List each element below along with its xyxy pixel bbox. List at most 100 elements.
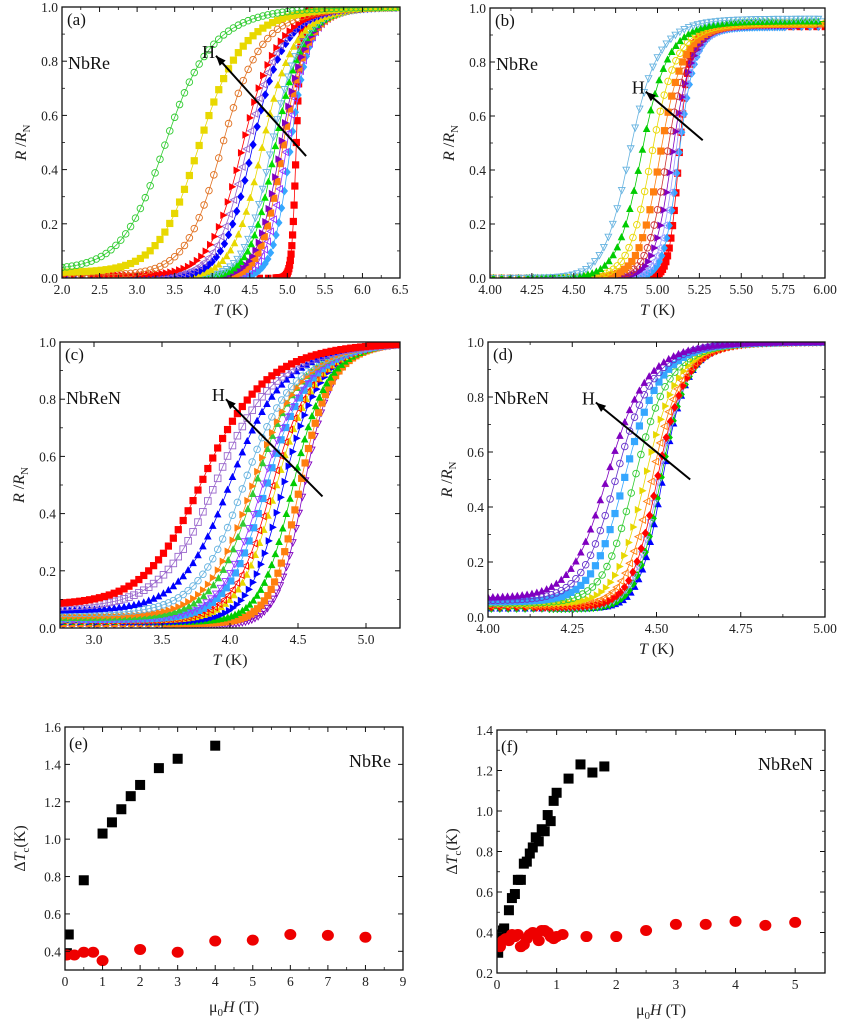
data-point — [629, 233, 637, 242]
data-point — [631, 124, 640, 133]
y-tick-label: 0.6 — [476, 885, 493, 900]
data-point — [669, 352, 678, 360]
field-arrow-icon — [215, 55, 226, 66]
data-point — [606, 462, 614, 471]
y-tick-label: 1.0 — [41, 0, 58, 15]
data-point — [263, 387, 271, 395]
series-H9 — [62, 7, 400, 278]
data-point — [651, 404, 660, 412]
data-point — [651, 251, 660, 260]
data-point — [241, 591, 249, 600]
field-arrow-line — [595, 401, 691, 481]
data-point — [106, 817, 117, 828]
data-point — [247, 226, 256, 234]
data-point — [277, 424, 287, 433]
data-point — [271, 141, 280, 150]
data-point — [259, 453, 267, 462]
data-point — [489, 592, 497, 601]
data-point — [281, 58, 290, 67]
data-point — [666, 416, 675, 426]
data-point — [642, 221, 650, 229]
series-line — [62, 7, 400, 278]
data-point — [301, 459, 309, 467]
data-point — [527, 842, 538, 853]
data-point — [246, 126, 255, 135]
data-point — [262, 169, 271, 177]
data-point — [102, 249, 110, 258]
data-point — [254, 161, 262, 169]
data-point — [294, 490, 302, 498]
data-point — [248, 458, 256, 466]
data-point — [295, 62, 303, 71]
data-point — [657, 233, 666, 242]
data-point — [214, 260, 223, 268]
data-point — [253, 591, 261, 599]
data-point — [285, 78, 294, 86]
data-point — [668, 92, 676, 100]
data-point — [200, 126, 208, 134]
data-point — [515, 874, 526, 885]
panel-label: (a) — [67, 10, 86, 29]
x-tick-label: 6.0 — [354, 282, 371, 297]
sample-label: NbReN — [494, 388, 549, 408]
data-point — [135, 575, 143, 584]
data-point — [228, 441, 237, 450]
chart-panel-e: 0 1 2 3 4 5 6 7 8 9 0.4 0.6 0.8 1.0 1.2 1.4 1.6 (e) NbRe μ0… — [12, 720, 407, 1019]
data-point — [68, 262, 76, 270]
data-point — [524, 848, 535, 859]
data-point — [542, 810, 553, 821]
data-point — [134, 943, 147, 955]
data-point — [666, 168, 674, 177]
data-point — [199, 475, 207, 483]
data-point — [220, 211, 228, 220]
data-point — [204, 580, 213, 589]
data-point — [669, 918, 682, 930]
data-point — [639, 234, 647, 242]
data-point — [174, 526, 182, 534]
data-point — [233, 498, 242, 507]
data-point — [287, 110, 295, 119]
data-point — [229, 604, 238, 612]
data-point — [648, 251, 656, 260]
data-point — [708, 342, 717, 349]
data-point — [221, 609, 230, 617]
data-point — [581, 561, 590, 569]
data-point — [796, 15, 805, 24]
data-point — [624, 262, 632, 270]
data-point — [601, 540, 609, 548]
data-point — [233, 180, 242, 189]
data-point — [720, 17, 729, 26]
data-point — [222, 266, 231, 274]
data-point — [146, 247, 154, 255]
data-point — [676, 109, 685, 118]
data-point — [258, 407, 266, 415]
series-H7 — [62, 7, 400, 278]
data-point — [250, 178, 258, 186]
data-point — [270, 578, 279, 586]
data-point — [625, 538, 633, 547]
data-point — [169, 534, 177, 542]
data-point — [644, 167, 653, 176]
data-point — [204, 464, 212, 473]
data-point — [315, 408, 323, 417]
data-point — [77, 260, 86, 268]
data-point — [238, 402, 246, 411]
data-point — [273, 377, 281, 385]
data-point — [115, 603, 123, 611]
data-point — [273, 508, 281, 517]
data-point — [273, 25, 282, 34]
data-point — [637, 205, 645, 214]
y-tick-label: 0.8 — [469, 55, 486, 70]
data-point — [250, 539, 258, 548]
data-point — [646, 261, 654, 271]
data-point — [105, 598, 114, 607]
data-point — [236, 250, 246, 259]
data-point — [244, 496, 252, 505]
data-point — [253, 445, 261, 454]
data-point — [751, 16, 760, 24]
data-point — [229, 545, 237, 553]
data-point — [611, 477, 619, 486]
series-H1 — [60, 342, 400, 628]
data-point — [628, 257, 636, 266]
